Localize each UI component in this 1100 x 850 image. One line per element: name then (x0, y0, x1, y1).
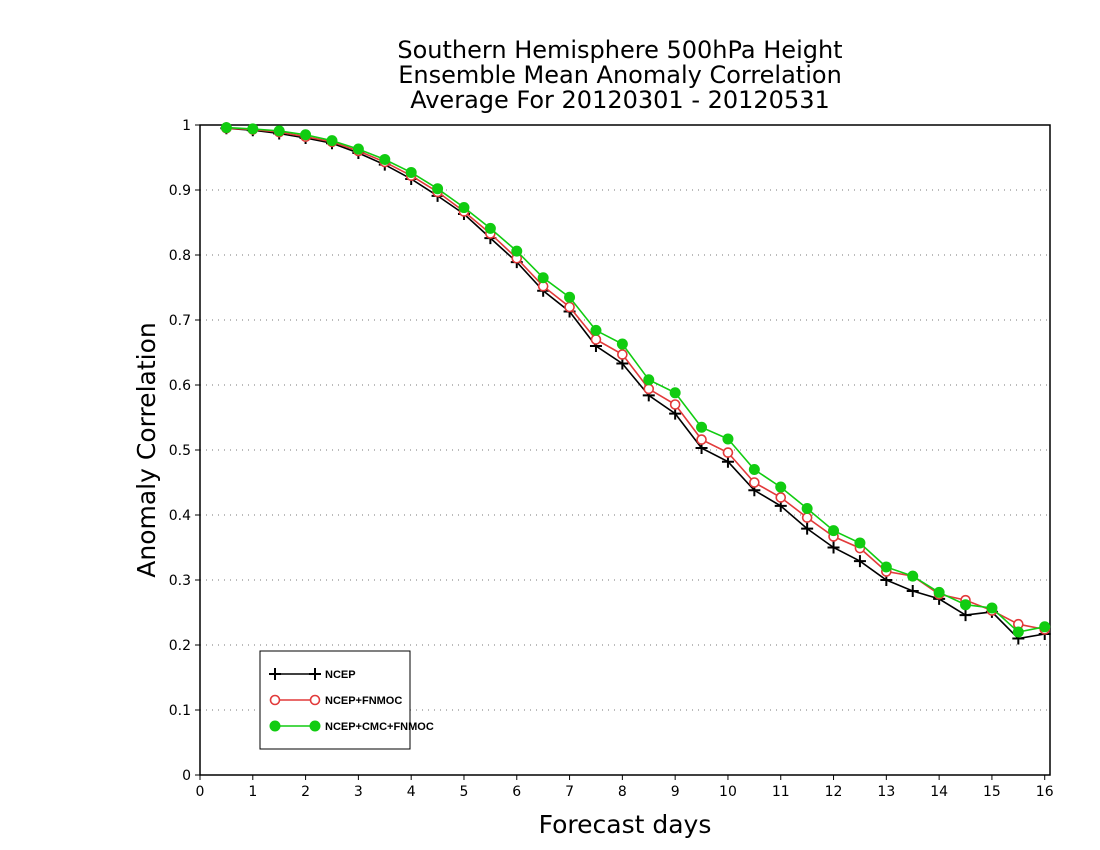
x-tick-label: 9 (671, 784, 680, 800)
data-point (537, 272, 549, 284)
y-tick-label: 0.9 (169, 183, 191, 199)
data-point (564, 301, 575, 313)
legend-label: NCEP (325, 669, 356, 681)
data-point (801, 503, 813, 514)
legend-marker (269, 668, 281, 680)
data-point (907, 570, 919, 582)
title-line: Ensemble Mean Anomaly Correlation (398, 61, 842, 89)
x-tick-label: 6 (512, 784, 521, 800)
data-point (669, 387, 681, 399)
data-point (748, 464, 760, 475)
data-point (853, 555, 866, 568)
data-point (986, 602, 998, 614)
y-tick-label: 0.8 (169, 248, 191, 264)
x-tick-label: 5 (460, 784, 469, 800)
x-tick-label: 1 (248, 784, 257, 800)
data-point (564, 291, 576, 303)
data-point (617, 349, 628, 360)
y-tick-label: 0.6 (169, 378, 191, 394)
x-tick-label: 2 (301, 784, 310, 800)
y-tick-label: 0.1 (169, 703, 191, 719)
data-point (960, 599, 972, 611)
y-tick-label: 0.4 (169, 508, 191, 524)
data-point (696, 434, 707, 445)
x-tick-label: 0 (196, 784, 205, 800)
data-point (643, 383, 655, 395)
data-point (405, 166, 417, 178)
data-point (933, 586, 945, 598)
x-axis-title: Forecast days (539, 810, 712, 839)
data-point (511, 245, 523, 257)
series-ncep (220, 122, 1051, 645)
y-tick-label: 0.3 (169, 573, 191, 589)
y-axis-title: Anomaly Correlation (132, 322, 161, 577)
series-line (226, 127, 1045, 640)
x-tick-label: 12 (825, 784, 843, 800)
legend-marker (269, 694, 281, 706)
legend-label: NCEP+FNMOC (325, 695, 402, 707)
data-point (880, 561, 892, 573)
x-tick-label: 3 (354, 784, 363, 800)
data-point (1039, 621, 1051, 633)
data-point (616, 338, 628, 350)
x-tick-label: 15 (983, 784, 1001, 800)
x-tick-label: 11 (772, 784, 790, 800)
data-point (722, 433, 734, 445)
data-point (959, 609, 972, 622)
legend-marker (309, 720, 321, 732)
title-line: Southern Hemisphere 500hPa Height (397, 36, 842, 64)
data-point (432, 183, 444, 195)
data-point (669, 399, 681, 410)
y-tick-label: 0.7 (169, 313, 191, 329)
data-point (827, 541, 840, 554)
data-point (273, 125, 285, 137)
data-point (300, 129, 312, 141)
x-tick-label: 16 (1036, 784, 1054, 800)
y-tick-label: 0.2 (169, 638, 191, 654)
data-point (775, 481, 787, 493)
x-tick-label: 7 (565, 784, 574, 800)
data-point (828, 525, 840, 537)
data-point (484, 222, 496, 234)
data-point (458, 202, 470, 214)
data-point (590, 324, 602, 336)
data-point (749, 477, 760, 488)
legend-label: NCEP+CMC+FNMOC (325, 721, 434, 733)
gridlines (200, 189, 1050, 711)
legend-marker (309, 694, 321, 706)
data-point (722, 447, 734, 458)
data-point (590, 334, 602, 345)
data-point (247, 123, 259, 135)
series-group (220, 122, 1051, 645)
x-tick-label: 14 (930, 784, 948, 800)
x-tick-label: 8 (618, 784, 627, 800)
data-point (220, 122, 232, 134)
chart-title: Southern Hemisphere 500hPa HeightEnsembl… (397, 36, 842, 114)
data-point (1012, 626, 1024, 638)
legend: NCEP NCEP+FNMOC NCEP+CMC+FNMOC (259, 650, 434, 750)
legend-marker (269, 720, 281, 732)
x-tick-label: 10 (719, 784, 737, 800)
y-tick-label: 0.5 (169, 443, 191, 459)
data-point (775, 492, 787, 503)
axis-ticks: 00.10.20.30.40.50.60.70.80.910 1 2 3 4 5 6 7 8 9 1… (169, 118, 1054, 800)
y-tick-label: 0 (182, 768, 191, 784)
data-point (801, 522, 814, 535)
data-point (801, 512, 813, 523)
y-tick-label: 1 (182, 118, 191, 134)
x-tick-label: 4 (407, 784, 416, 800)
data-point (643, 374, 655, 386)
data-point (326, 135, 338, 147)
data-point (379, 153, 391, 165)
series-ncep-cmc-fnmoc (220, 122, 1051, 638)
x-tick-label: 13 (877, 784, 895, 800)
data-point (854, 537, 866, 549)
legend-marker (309, 668, 321, 680)
data-point (906, 585, 919, 598)
data-point (352, 143, 364, 155)
data-point (696, 421, 708, 433)
title-line: Average For 20120301 - 20120531 (410, 86, 830, 114)
